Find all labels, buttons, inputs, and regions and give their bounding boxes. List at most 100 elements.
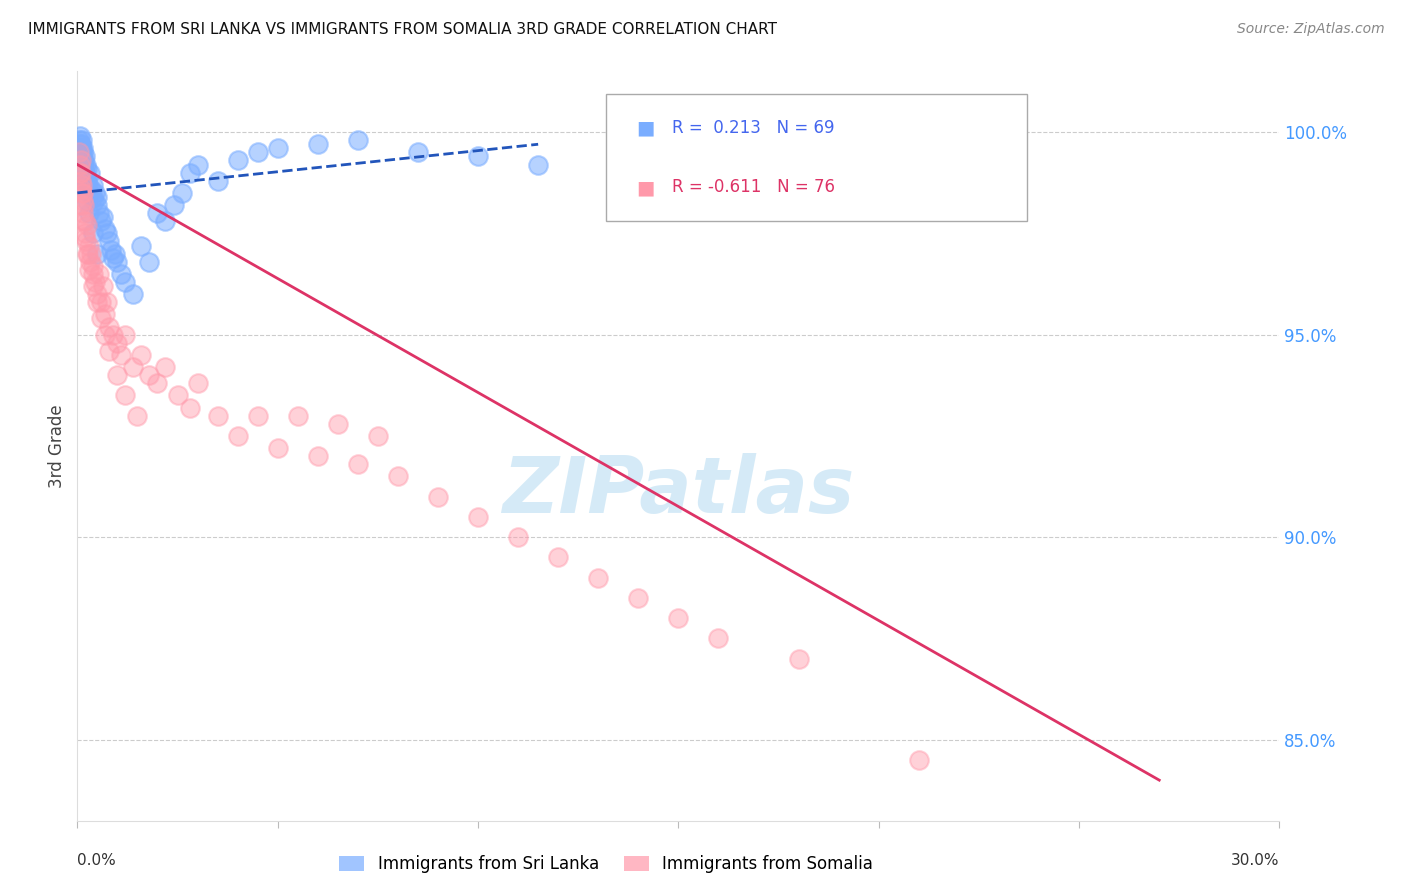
Point	[75, 235, 97, 249]
Point	[107, 254, 129, 268]
Point	[70, 174, 93, 188]
Point	[90, 311, 112, 326]
Point	[162, 198, 184, 212]
Point	[96, 227, 118, 241]
Point	[707, 632, 730, 646]
Point	[94, 307, 117, 321]
Point	[79, 262, 101, 277]
Text: 0.0%: 0.0%	[77, 853, 117, 868]
Point	[146, 376, 169, 391]
Point	[70, 149, 93, 163]
Point	[94, 327, 117, 342]
Point	[72, 206, 94, 220]
Point	[73, 198, 96, 212]
Point	[122, 359, 145, 374]
Point	[70, 153, 93, 168]
Point	[588, 571, 610, 585]
Point	[406, 145, 429, 160]
Point	[527, 157, 550, 171]
Point	[98, 235, 121, 249]
FancyBboxPatch shape	[606, 94, 1026, 221]
Point	[72, 145, 94, 160]
Point	[138, 368, 160, 383]
Point	[104, 246, 127, 260]
Point	[207, 174, 229, 188]
Point	[72, 214, 94, 228]
Point	[427, 490, 450, 504]
Point	[80, 246, 103, 260]
Point	[72, 141, 94, 155]
Text: ZIPatlas: ZIPatlas	[502, 453, 855, 529]
Point	[70, 186, 93, 200]
Point	[93, 279, 115, 293]
Point	[246, 145, 269, 160]
Point	[226, 429, 249, 443]
Point	[627, 591, 650, 605]
Point	[86, 246, 108, 260]
Point	[131, 238, 153, 252]
Point	[307, 449, 329, 463]
Point	[69, 166, 91, 180]
Point	[93, 210, 115, 224]
Point	[69, 145, 91, 160]
Point	[76, 219, 98, 233]
Point	[75, 182, 97, 196]
Point	[72, 157, 94, 171]
Point	[69, 141, 91, 155]
Point	[110, 267, 132, 281]
Point	[103, 251, 125, 265]
Text: Source: ZipAtlas.com: Source: ZipAtlas.com	[1237, 22, 1385, 37]
Point	[122, 287, 145, 301]
Point	[467, 509, 489, 524]
Point	[138, 254, 160, 268]
Point	[94, 222, 117, 236]
Point	[73, 161, 96, 176]
Text: ■: ■	[637, 178, 655, 197]
Point	[110, 348, 132, 362]
Point	[107, 368, 129, 383]
Point	[155, 359, 177, 374]
Point	[76, 174, 98, 188]
Point	[70, 157, 93, 171]
Point	[107, 335, 129, 350]
Point	[76, 194, 98, 208]
Point	[75, 169, 97, 184]
Point	[668, 611, 690, 625]
Point	[76, 246, 98, 260]
Point	[79, 254, 101, 268]
Point	[82, 279, 104, 293]
Point	[547, 550, 569, 565]
Point	[67, 133, 90, 147]
Point	[70, 137, 93, 152]
Point	[70, 198, 93, 212]
Point	[131, 348, 153, 362]
Point	[75, 230, 97, 244]
Point	[77, 246, 100, 260]
Text: R =  0.213   N = 69: R = 0.213 N = 69	[672, 119, 835, 136]
Point	[367, 429, 389, 443]
Point	[73, 153, 96, 168]
Y-axis label: 3rd Grade: 3rd Grade	[48, 404, 66, 488]
Point	[86, 287, 108, 301]
Point	[186, 376, 209, 391]
Text: ■: ■	[637, 118, 655, 137]
Point	[73, 214, 96, 228]
Point	[72, 166, 94, 180]
Point	[100, 243, 122, 257]
Point	[170, 186, 193, 200]
Point	[179, 166, 201, 180]
Point	[127, 409, 149, 423]
Point	[86, 190, 108, 204]
Point	[90, 214, 112, 228]
Point	[114, 388, 136, 402]
Point	[75, 149, 97, 163]
Point	[114, 275, 136, 289]
Point	[79, 166, 101, 180]
Text: 30.0%: 30.0%	[1232, 853, 1279, 868]
Point	[307, 137, 329, 152]
Point	[96, 295, 118, 310]
Point	[246, 409, 269, 423]
Point	[346, 457, 368, 471]
Point	[89, 267, 111, 281]
Point	[467, 149, 489, 163]
